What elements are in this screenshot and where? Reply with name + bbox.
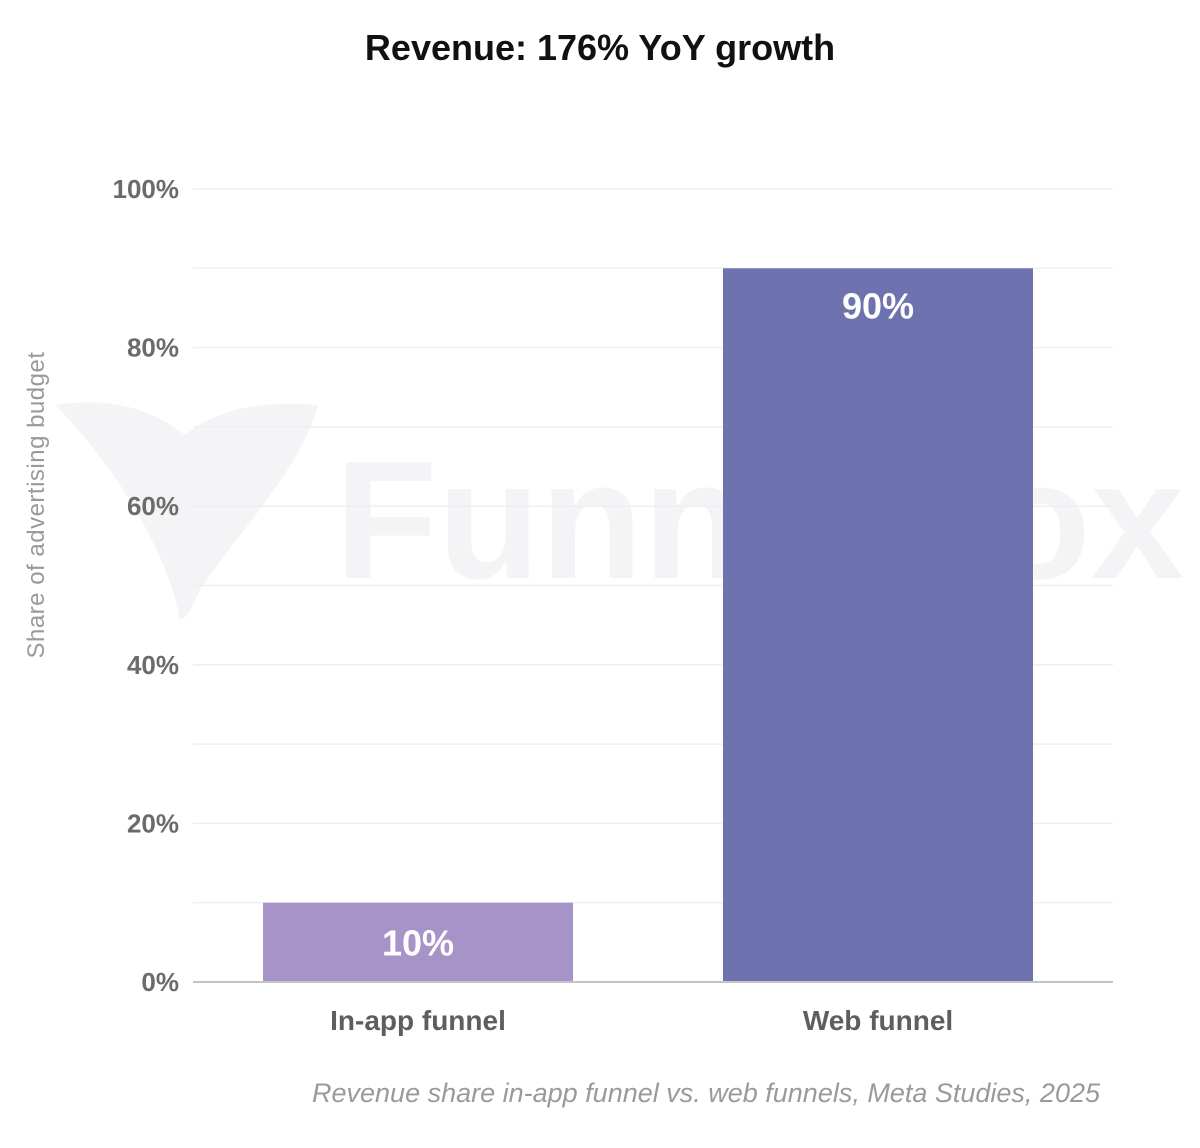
bar-in-app-funnel [263,902,573,982]
chart-title: Revenue: 176% YoY growth [365,27,835,68]
y-axis-ticks: 0% 20% 40% 60% 80% 100% [113,174,180,997]
bar-value-label: 90% [842,285,914,326]
bar-web-funnel [723,268,1033,982]
fox-logo-icon [55,402,318,620]
y-axis-label: Share of advertising budget [23,351,50,658]
y-tick-label: 0% [141,967,179,997]
y-tick-label: 20% [127,808,179,838]
y-tick-label: 100% [113,174,180,204]
bars: 10% 90% [263,268,1033,982]
x-axis-categories: In-app funnel Web funnel [330,1005,953,1036]
y-tick-label: 40% [127,650,179,680]
x-category-label: In-app funnel [330,1005,506,1036]
x-category-label: Web funnel [803,1005,953,1036]
bar-value-label: 10% [382,922,454,963]
y-tick-label: 80% [127,333,179,363]
y-tick-label: 60% [127,491,179,521]
chart-caption: Revenue share in-app funnel vs. web funn… [312,1078,1101,1108]
